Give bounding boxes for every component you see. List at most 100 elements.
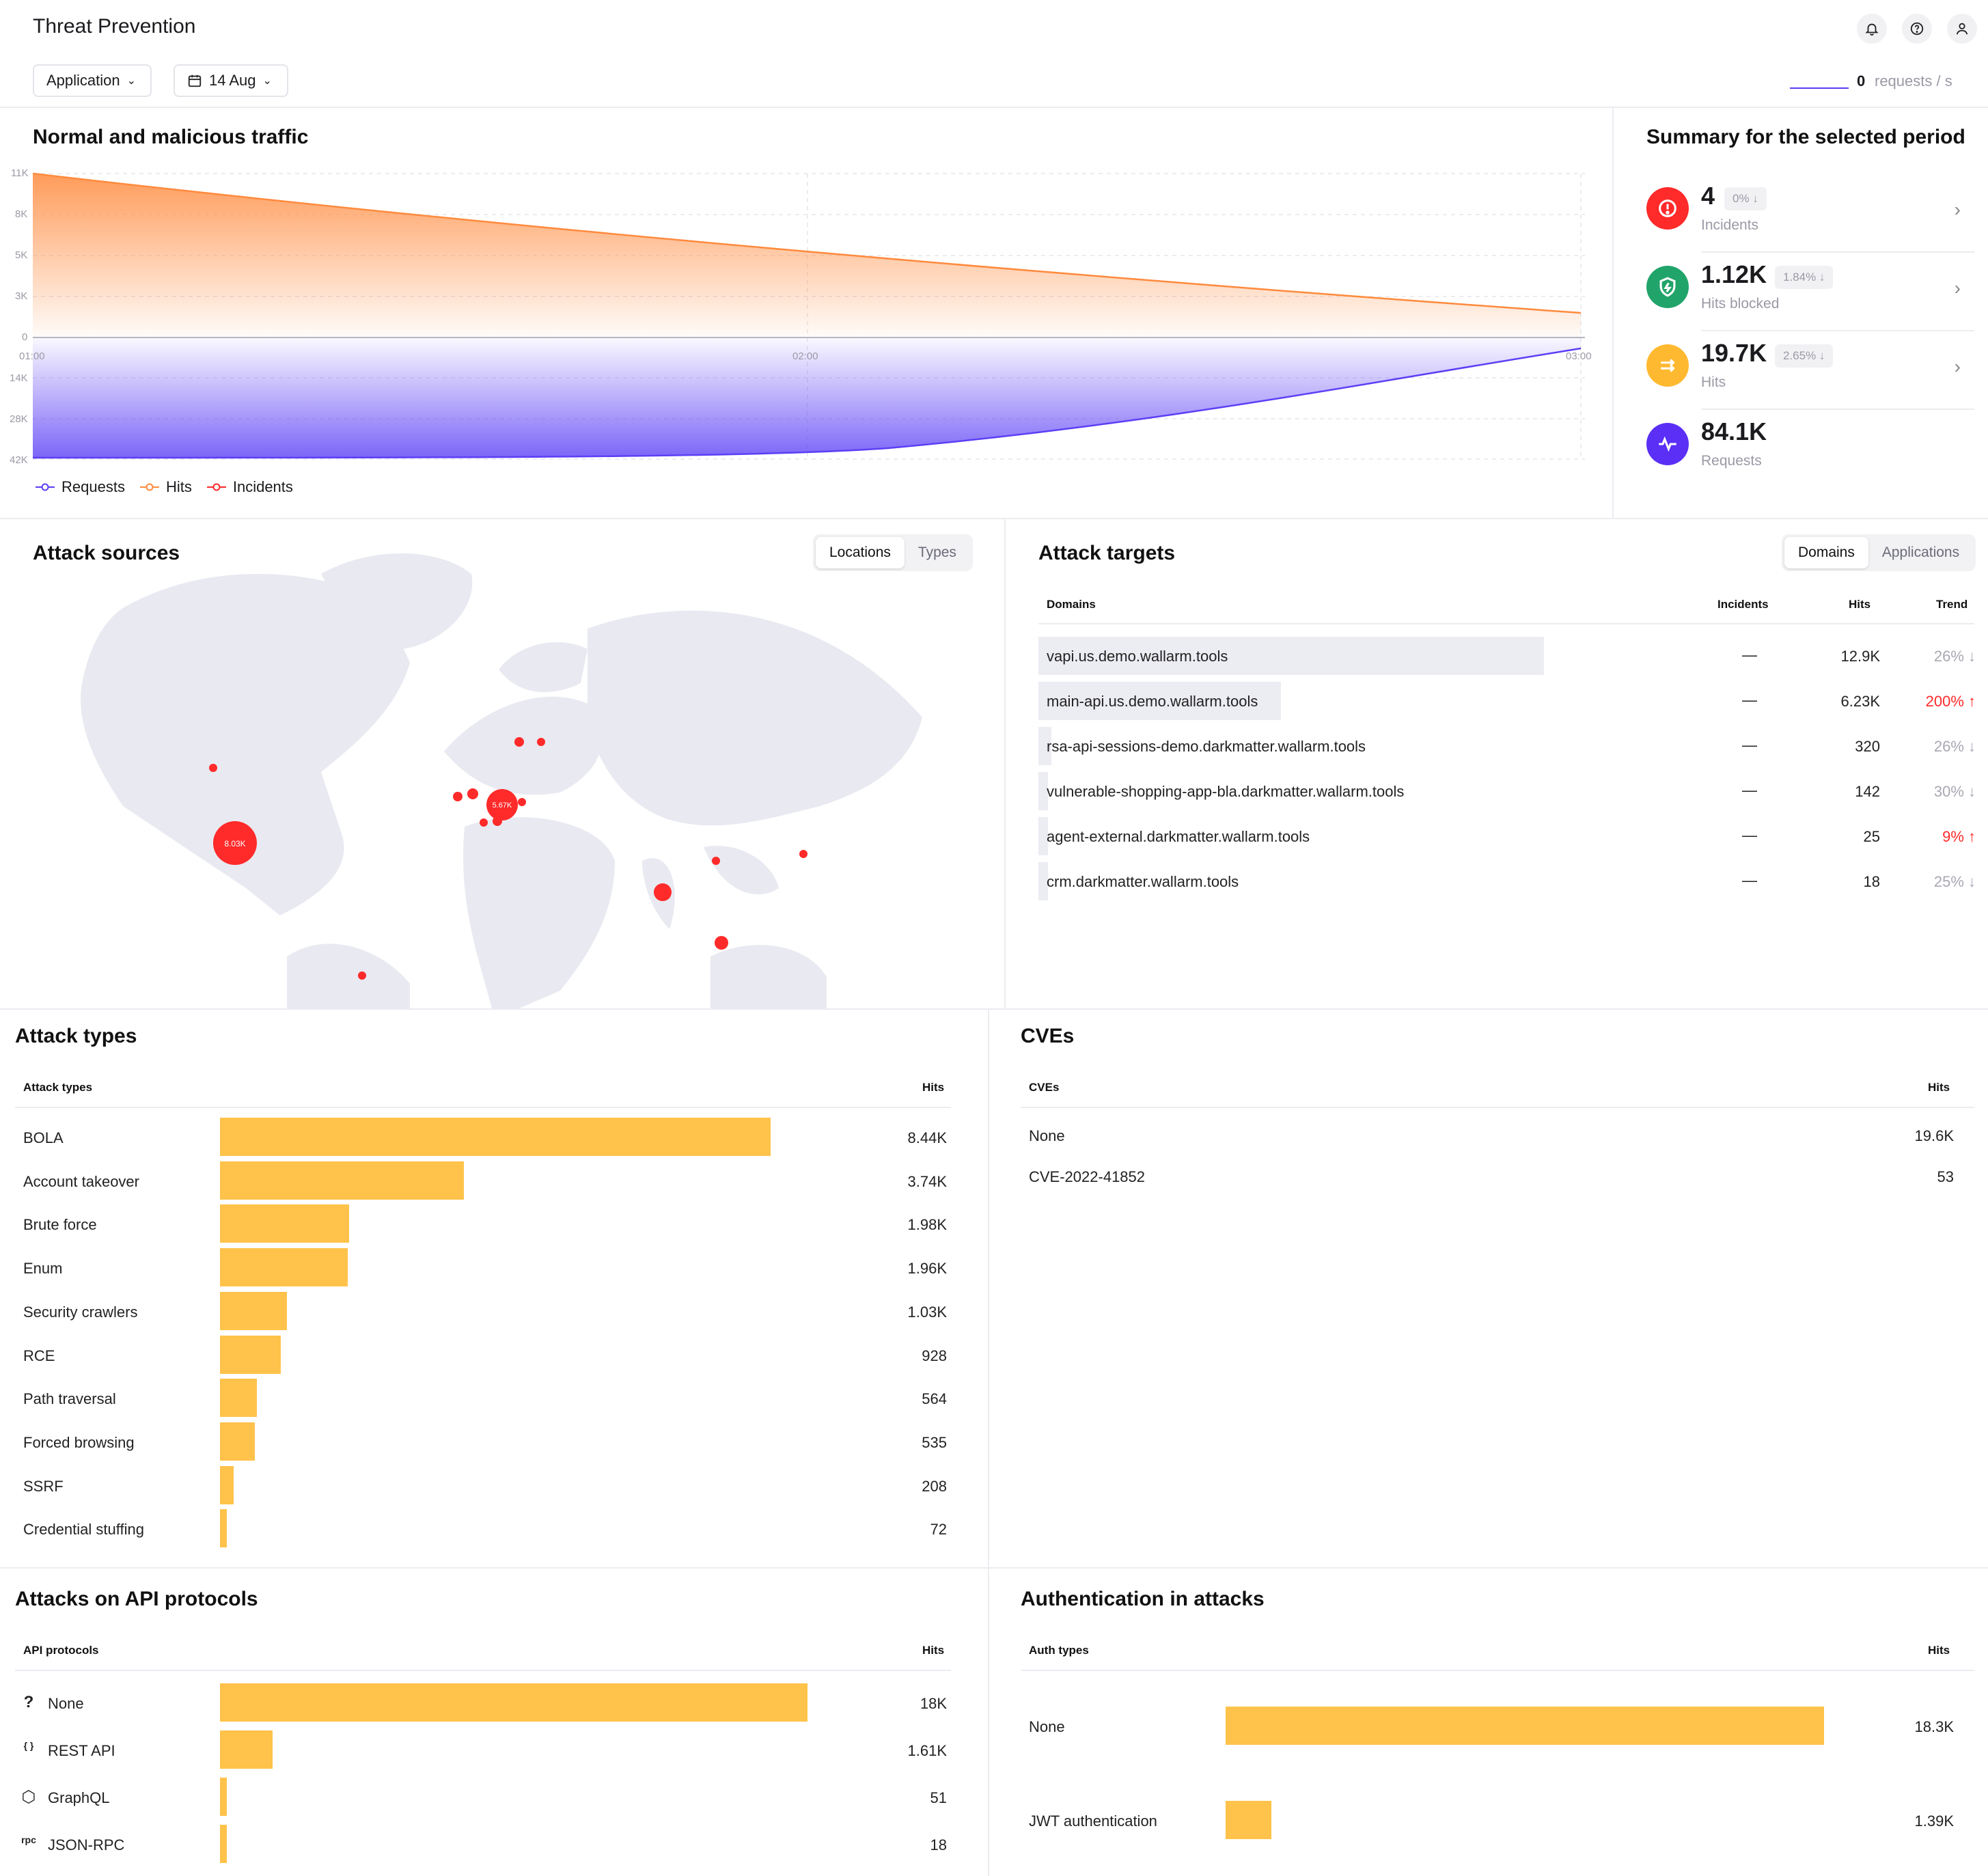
legend-marker-icon xyxy=(206,483,226,491)
col-hits: Hits xyxy=(1849,598,1871,611)
y-tick: 14K xyxy=(10,372,28,384)
attack-type-label[interactable]: RCE xyxy=(23,1347,55,1364)
domain-name[interactable]: rsa-api-sessions-demo.darkmatter.wallarm… xyxy=(1047,738,1366,755)
question-icon: ? xyxy=(23,1693,34,1711)
map-dot xyxy=(514,737,524,747)
attack-type-label[interactable]: Path traversal xyxy=(23,1390,116,1408)
attack-type-bar xyxy=(220,1248,348,1287)
attack-type-hits: 928 xyxy=(922,1347,947,1364)
map-dot xyxy=(654,883,672,901)
protocol-label[interactable]: REST API xyxy=(48,1742,115,1759)
attack-type-label[interactable]: Credential stuffing xyxy=(23,1521,144,1539)
protocol-bar xyxy=(220,1778,227,1816)
auth-hits: 1.39K xyxy=(1914,1812,1955,1830)
protocol-hits: 18 xyxy=(930,1836,947,1853)
requests-line xyxy=(32,347,1582,459)
x-tick: 01:00 xyxy=(19,350,45,362)
help-button[interactable] xyxy=(1902,14,1932,44)
map-bubble-usa[interactable] xyxy=(213,821,257,865)
col-hits: Hits xyxy=(922,1081,945,1094)
auth-hits: 18.3K xyxy=(1914,1718,1955,1735)
auth-label[interactable]: JWT authentication xyxy=(1029,1812,1157,1830)
attack-type-label[interactable]: BOLA xyxy=(23,1129,64,1146)
summary-hits[interactable]: 19.7K 2.65% ↓ Hits › xyxy=(1646,332,1974,411)
legend-label: Requests xyxy=(61,478,125,495)
domain-hits: 6.23K xyxy=(1840,693,1881,710)
domain-name[interactable]: vulnerable-shopping-app-bla.darkmatter.w… xyxy=(1047,783,1405,800)
application-select[interactable]: Application ⌄ xyxy=(33,64,152,97)
domain-share-bar xyxy=(1038,772,1048,810)
date-select-label: 14 Aug xyxy=(209,72,256,89)
col-domains: Domains xyxy=(1047,598,1096,611)
attack-type-label[interactable]: Account takeover xyxy=(23,1172,139,1190)
tab-domains[interactable]: Domains xyxy=(1784,537,1868,568)
col-trend: Trend xyxy=(1936,598,1968,611)
requests-area xyxy=(33,337,1581,458)
divider xyxy=(0,1567,1988,1569)
domain-name[interactable]: main-api.us.demo.wallarm.tools xyxy=(1047,693,1258,710)
attack-type-hits: 72 xyxy=(930,1521,947,1539)
badge-text: 2.65% xyxy=(1783,349,1817,362)
attack-type-bar xyxy=(220,1379,257,1418)
domain-incidents: — xyxy=(1742,872,1757,889)
domain-name[interactable]: vapi.us.demo.wallarm.tools xyxy=(1047,648,1228,665)
tab-types[interactable]: Types xyxy=(917,544,956,560)
map-dot xyxy=(467,788,478,799)
domain-incidents: — xyxy=(1742,827,1757,844)
attack-type-label[interactable]: Forced browsing xyxy=(23,1433,135,1451)
legend-hits[interactable]: Hits xyxy=(139,478,192,496)
alert-icon xyxy=(1646,187,1689,230)
protocol-label[interactable]: None xyxy=(48,1695,84,1712)
attack-type-label[interactable]: Brute force xyxy=(23,1216,97,1234)
tab-locations[interactable]: Locations xyxy=(816,537,905,568)
summary-hits-blocked[interactable]: 1.12K 1.84% ↓ Hits blocked › xyxy=(1646,253,1974,332)
map-bubble-europe[interactable] xyxy=(486,789,518,820)
domain-incidents: — xyxy=(1742,736,1757,754)
attack-type-label[interactable]: Security crawlers xyxy=(23,1303,138,1321)
protocol-label[interactable]: JSON-RPC xyxy=(48,1836,125,1853)
summary-incidents[interactable]: 4 0% ↓ Incidents › xyxy=(1646,175,1974,253)
legend-marker-icon xyxy=(36,483,55,491)
notifications-button[interactable] xyxy=(1857,14,1887,44)
divider xyxy=(1701,251,1974,253)
hits-value: 19.7K xyxy=(1701,339,1767,367)
auth-label[interactable]: None xyxy=(1029,1718,1065,1735)
map-dot xyxy=(715,936,728,950)
y-tick: 5K xyxy=(15,249,27,261)
bubble-label-usa: 8.03K xyxy=(224,839,245,849)
date-select[interactable]: 14 Aug ⌄ xyxy=(174,64,288,97)
calendar-icon xyxy=(188,74,202,87)
y-tick: 3K xyxy=(15,290,27,302)
attack-type-label[interactable]: SSRF xyxy=(23,1477,64,1495)
attack-type-label[interactable]: Enum xyxy=(23,1260,63,1278)
badge-text: 0% xyxy=(1732,192,1750,205)
domain-share-bar xyxy=(1038,727,1051,765)
domain-trend: 9% ↑ xyxy=(1942,828,1976,845)
legend-incidents[interactable]: Incidents xyxy=(206,478,293,496)
map-dot xyxy=(480,818,488,827)
application-select-label: Application xyxy=(46,72,120,89)
domain-name[interactable]: agent-external.darkmatter.wallarm.tools xyxy=(1047,828,1310,845)
chevron-down-icon: ⌄ xyxy=(126,75,137,87)
attack-type-hits: 564 xyxy=(922,1390,947,1408)
y-tick: 8K xyxy=(15,208,27,220)
profile-button[interactable] xyxy=(1947,14,1977,44)
attack-type-hits: 3.74K xyxy=(907,1172,948,1190)
traffic-legend: Requests Hits Incidents xyxy=(36,478,293,496)
tab-applications[interactable]: Applications xyxy=(1881,544,1960,560)
traffic-title: Normal and malicious traffic xyxy=(33,126,309,148)
domain-name[interactable]: crm.darkmatter.wallarm.tools xyxy=(1047,873,1239,890)
divider xyxy=(15,1107,951,1108)
attack-type-bar xyxy=(220,1291,287,1330)
legend-requests[interactable]: Requests xyxy=(36,478,125,496)
domain-trend: 26% ↓ xyxy=(1933,648,1976,665)
protocol-label[interactable]: GraphQL xyxy=(48,1789,110,1806)
protocols-title: Attacks on API protocols xyxy=(15,1588,258,1610)
badge-text: 1.84% xyxy=(1783,271,1817,284)
domain-share-bar xyxy=(1038,682,1281,720)
domain-incidents: — xyxy=(1742,646,1757,663)
col-api-protocols: API protocols xyxy=(23,1644,99,1657)
y-tick: 42K xyxy=(10,454,28,466)
protocol-hits: 18K xyxy=(920,1695,947,1712)
incidents-label: Incidents xyxy=(1701,217,1759,233)
